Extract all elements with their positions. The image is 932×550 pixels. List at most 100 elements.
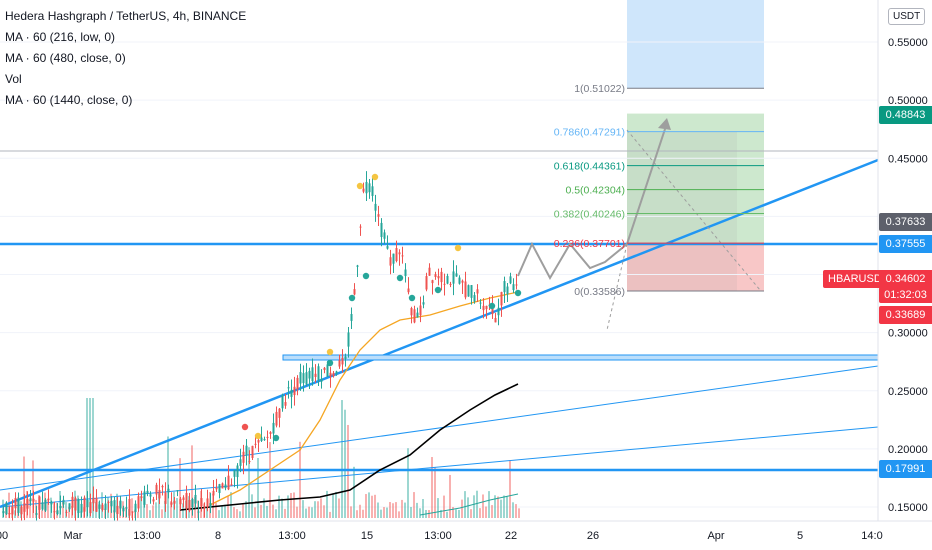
candle-body [410, 308, 413, 316]
projection-dashed [606, 243, 628, 331]
candle-body [515, 284, 518, 286]
x-tick-label: 14:0 [861, 530, 882, 542]
candle-body [149, 494, 152, 497]
volume-bar [287, 495, 289, 518]
candle-body [215, 487, 218, 490]
candle-body [203, 507, 206, 509]
candle-body [83, 497, 86, 512]
candle-body [485, 305, 488, 310]
candle-body [326, 364, 329, 377]
volume-bar [458, 509, 460, 518]
volume-bar [488, 491, 490, 518]
candle-body [74, 498, 77, 511]
candle-body [140, 496, 143, 498]
x-tick-label: 26 [587, 530, 599, 542]
volume-bar [455, 509, 457, 518]
candle-body [173, 500, 176, 504]
volume-bar [317, 501, 319, 518]
candle-body [512, 284, 515, 291]
candle-body [323, 367, 326, 371]
candle-body [158, 490, 161, 499]
candle-body [392, 253, 395, 264]
volume-bar [416, 502, 418, 518]
volume-bar [332, 493, 334, 518]
volume-bar [92, 398, 94, 518]
candle-body [482, 305, 485, 311]
candle-body [407, 288, 410, 293]
candle-body [383, 232, 386, 239]
candle-body [212, 490, 215, 496]
candle-body [302, 373, 305, 384]
currency-button[interactable]: USDT [888, 8, 926, 25]
y-tick-label: 0.20000 [888, 444, 928, 456]
candle-body [284, 402, 287, 406]
volume-bar [227, 495, 229, 518]
time-axis-bg [0, 521, 932, 550]
volume-bar [473, 495, 475, 518]
candle-body [278, 408, 281, 418]
volume-bar [245, 501, 247, 518]
fib-label-0: 0(0.33586) [574, 286, 625, 298]
candle-body [92, 497, 95, 504]
candle-body [218, 484, 221, 494]
legend-vol[interactable]: Vol [5, 72, 22, 86]
volume-bar [338, 498, 340, 518]
candle-body [455, 273, 458, 277]
signal-dot [356, 182, 364, 190]
candle-body [128, 498, 131, 516]
signal-dot [396, 274, 404, 282]
target-price-badge: 0.48843 [879, 106, 932, 124]
candle-body [341, 357, 344, 365]
candle-body [290, 389, 293, 397]
legend-title[interactable]: Hedera Hashgraph / TetherUS, 4h, BINANCE [5, 9, 247, 23]
candle-body [35, 513, 38, 515]
volume-bar [329, 511, 331, 518]
candle-body [14, 498, 17, 509]
channel-line-upper [0, 365, 879, 491]
candle-body [440, 271, 443, 283]
candle-body [335, 371, 338, 374]
signal-dot [241, 423, 249, 431]
candle-body [29, 498, 32, 502]
volume-bar [296, 506, 298, 518]
x-tick-label: 22 [505, 530, 517, 542]
candle-body [116, 505, 119, 515]
candle-body [359, 226, 362, 228]
candle-body [500, 292, 503, 306]
projection-shadow [627, 131, 737, 291]
candle-body [95, 497, 98, 512]
candle-body [497, 307, 500, 316]
volume-bar [401, 499, 403, 518]
volume-bar [422, 499, 424, 518]
candle-body [428, 267, 431, 276]
legend-ma-1440[interactable]: MA · 60 (1440, close, 0) [5, 93, 133, 107]
candle-body [167, 488, 170, 493]
candle-body [23, 503, 26, 512]
candle-body [224, 484, 227, 489]
fib-label-0.786: 0.786(0.47291) [554, 127, 625, 139]
volume-bar [389, 502, 391, 518]
legend-ma-480[interactable]: MA · 60 (480, close, 0) [5, 51, 126, 65]
volume-bar [365, 494, 367, 518]
volume-bar [269, 442, 271, 518]
volume-bar [443, 495, 445, 518]
candle-body [8, 513, 11, 515]
volume-bar [137, 511, 139, 518]
legend-ma-216[interactable]: MA · 60 (216, low, 0) [5, 30, 116, 44]
candle-body [464, 281, 467, 298]
signal-dot [326, 359, 334, 367]
volume-bar [23, 456, 25, 518]
volume-bar [233, 507, 235, 518]
candle-body [56, 510, 59, 515]
candle-body [467, 285, 470, 297]
candle-body [200, 498, 203, 507]
countdown-badge: 01:32:03 [879, 287, 932, 303]
candle-body [389, 257, 392, 266]
volume-bar [179, 458, 181, 518]
fib-label-0.382: 0.382(0.40246) [554, 209, 625, 221]
volume-bar [434, 467, 436, 518]
candle-body [395, 248, 398, 262]
volume-bar [359, 504, 361, 518]
candle-body [368, 183, 371, 193]
